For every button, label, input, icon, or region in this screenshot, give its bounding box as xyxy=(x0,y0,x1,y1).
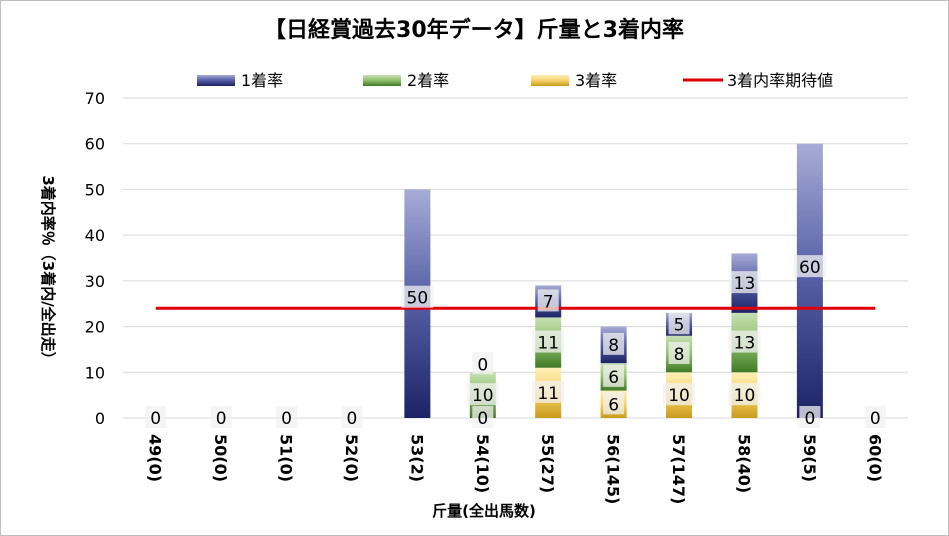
legend-label: 3着率 xyxy=(575,71,617,90)
data-label-bg xyxy=(472,352,494,375)
data-label: 0 xyxy=(804,409,815,429)
x-tick-label: 49(0) xyxy=(146,434,165,482)
y-axis-title: 3着内率％（3着内/全出走） xyxy=(39,175,57,366)
x-tick-label: 57(147) xyxy=(669,434,688,504)
data-label: 0 xyxy=(150,409,161,429)
chart-title: 【日経賞過去30年データ】斤量と3着内率 xyxy=(264,17,684,43)
data-label: 13 xyxy=(734,334,756,354)
legend-label: 1着率 xyxy=(241,71,283,90)
data-label-bg xyxy=(793,255,826,278)
data-label-bg xyxy=(532,380,565,403)
data-label-bg xyxy=(603,332,625,355)
y-tick-label: 40 xyxy=(85,226,105,245)
data-label: 10 xyxy=(668,386,690,406)
data-label: 5 xyxy=(674,315,685,335)
data-label: 0 xyxy=(870,409,881,429)
legend-label: 2着率 xyxy=(407,71,449,90)
data-label-bg xyxy=(341,406,363,428)
bar-segment xyxy=(796,143,823,418)
chart-legend: 1着率 2着率 3着率 3着内率期待値 xyxy=(197,71,833,90)
data-label: 0 xyxy=(281,409,292,429)
x-tick-label: 51(0) xyxy=(277,434,296,482)
data-label: 6 xyxy=(608,368,619,388)
data-label-bg xyxy=(728,271,761,294)
data-label: 6 xyxy=(608,395,619,415)
data-label-bg xyxy=(668,312,690,335)
y-tick-label: 0 xyxy=(95,409,105,428)
x-tick-label: 58(40) xyxy=(734,434,753,493)
data-label-bg xyxy=(145,406,167,428)
data-label-bg xyxy=(603,364,625,387)
y-tick-label: 20 xyxy=(85,318,105,337)
legend-swatch xyxy=(363,75,401,86)
data-label: 0 xyxy=(347,409,358,429)
x-tick-label: 53(2) xyxy=(407,434,426,482)
data-label-bg xyxy=(276,406,298,428)
x-axis-ticks: 49(0) 50(0) 51(0) 52(0) 53(2) 54(10) 55(27) 56(… xyxy=(146,434,885,504)
data-label-bg xyxy=(210,406,232,428)
x-tick-label: 55(27) xyxy=(538,434,557,493)
data-label-bg xyxy=(401,285,434,308)
data-label-bg xyxy=(532,330,565,353)
data-label: 0 xyxy=(477,409,488,429)
y-tick-label: 10 xyxy=(85,363,105,382)
y-tick-label: 60 xyxy=(85,135,105,154)
legend-swatch xyxy=(531,75,569,86)
data-label-bg xyxy=(466,383,499,406)
data-label: 11 xyxy=(537,384,559,404)
x-tick-label: 54(10) xyxy=(473,434,492,493)
x-tick-label: 50(0) xyxy=(211,434,230,482)
data-label: 8 xyxy=(674,345,685,365)
y-axis-ticks: 0 10 20 30 40 50 60 70 xyxy=(85,89,105,428)
y-tick-label: 70 xyxy=(85,89,105,108)
x-axis-title: 斤量(全出馬数) xyxy=(432,502,536,520)
legend-label: 3着内率期待値 xyxy=(727,71,833,90)
data-label-bg xyxy=(603,392,625,415)
data-label-bg xyxy=(864,406,886,428)
data-label: 0 xyxy=(477,355,488,375)
data-label-bg xyxy=(799,406,821,428)
y-tick-label: 30 xyxy=(85,272,105,291)
data-label: 0 xyxy=(216,409,227,429)
x-tick-label: 59(5) xyxy=(800,434,819,482)
data-label-bg xyxy=(728,330,761,353)
data-label: 50 xyxy=(407,289,429,309)
data-label: 8 xyxy=(608,336,619,356)
data-label: 10 xyxy=(472,386,494,406)
x-tick-label: 56(145) xyxy=(604,434,623,504)
data-label: 60 xyxy=(799,258,821,278)
y-tick-label: 50 xyxy=(85,180,105,199)
data-label: 10 xyxy=(734,386,756,406)
data-label: 7 xyxy=(543,292,554,312)
data-labels: 0 0 0 0 50 0 10 0 11 11 7 6 6 8 10 8 5 10 13 13 0 60 0 xyxy=(145,255,886,429)
data-label-bg xyxy=(472,406,494,428)
data-label: 11 xyxy=(537,334,559,354)
data-label: 13 xyxy=(734,274,756,294)
data-label-bg xyxy=(663,383,696,406)
data-label-bg xyxy=(537,289,559,312)
data-label-bg xyxy=(668,342,690,364)
x-tick-label: 52(0) xyxy=(342,434,361,482)
x-tick-label: 60(0) xyxy=(865,434,884,482)
legend-swatch xyxy=(197,75,235,86)
data-label-bg xyxy=(728,383,761,406)
gridlines xyxy=(123,97,908,419)
